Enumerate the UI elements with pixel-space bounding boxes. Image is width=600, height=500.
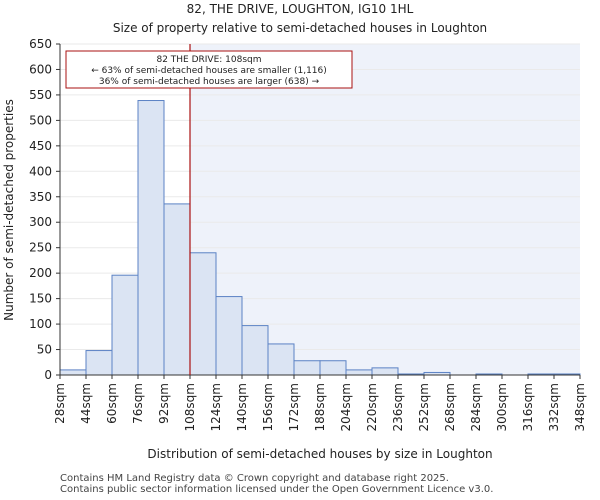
x-tick-label: 44sqm <box>79 383 93 424</box>
annotation-box <box>65 50 353 89</box>
x-tick-label: 76sqm <box>131 383 145 424</box>
y-tick-label: 200 <box>29 266 52 280</box>
x-tick-label: 252sqm <box>417 383 431 431</box>
y-tick-label: 0 <box>44 368 52 382</box>
x-axis-label: Distribution of semi-detached houses by … <box>147 447 492 461</box>
y-tick-label: 350 <box>29 190 52 204</box>
histogram-bar <box>293 360 321 376</box>
chart-title: 82, THE DRIVE, LOUGHTON, IG10 1HL <box>187 2 414 16</box>
x-tick-label: 316sqm <box>521 383 535 431</box>
y-tick-label: 450 <box>29 139 52 153</box>
histogram-bar <box>267 343 295 376</box>
x-tick-label: 92sqm <box>157 383 171 424</box>
histogram-bar <box>111 274 139 376</box>
x-tick-label: 204sqm <box>339 383 353 431</box>
histogram-chart: 82, THE DRIVE, LOUGHTON, IG10 1HL Size o… <box>2 2 587 461</box>
x-tick-label: 236sqm <box>391 383 405 431</box>
x-tick-label: 124sqm <box>209 383 223 431</box>
y-tick-label: 650 <box>29 37 52 51</box>
y-tick-label: 100 <box>29 317 52 331</box>
y-tick-label: 600 <box>29 62 52 76</box>
histogram-bar <box>189 252 217 376</box>
histogram-bar <box>137 100 165 376</box>
x-tick-label: 220sqm <box>365 383 379 431</box>
histogram-bar <box>241 325 269 376</box>
y-tick-label: 500 <box>29 113 52 127</box>
x-tick-label: 108sqm <box>183 383 197 431</box>
histogram-bar <box>319 360 347 376</box>
histogram-bar <box>163 203 191 376</box>
y-tick-label: 50 <box>37 343 52 357</box>
annotation-line-2: ← 63% of semi-detached houses are smalle… <box>91 66 327 76</box>
x-tick-label: 300sqm <box>495 383 509 431</box>
histogram-bar <box>345 369 373 376</box>
x-tick-label: 348sqm <box>573 383 587 431</box>
x-tick-label: 156sqm <box>261 383 275 431</box>
x-tick-label: 188sqm <box>313 383 327 431</box>
chart-subtitle: Size of property relative to semi-detach… <box>113 21 487 35</box>
attribution-line-1: Contains HM Land Registry data © Crown c… <box>60 473 449 484</box>
x-tick-label: 284sqm <box>469 383 483 431</box>
x-tick-label: 172sqm <box>287 383 301 431</box>
y-tick-label: 300 <box>29 215 52 229</box>
attribution: Contains HM Land Registry data © Crown c… <box>60 473 493 495</box>
histogram-bar <box>85 350 113 376</box>
annotation-line-1: 82 THE DRIVE: 108sqm <box>156 55 261 65</box>
histogram-bar <box>371 367 399 376</box>
annotation-line-3: 36% of semi-detached houses are larger (… <box>99 77 320 87</box>
y-tick-label: 550 <box>29 88 52 102</box>
larger-region-highlight <box>190 44 580 375</box>
y-tick-label: 400 <box>29 164 52 178</box>
x-tick-label: 268sqm <box>443 383 457 431</box>
x-tick-label: 140sqm <box>235 383 249 431</box>
y-tick-label: 250 <box>29 241 52 255</box>
y-tick-label: 150 <box>29 292 52 306</box>
x-tick-label: 60sqm <box>105 383 119 424</box>
x-tick-label: 28sqm <box>53 383 67 424</box>
histogram-bar <box>215 296 243 376</box>
y-axis-label: Number of semi-detached properties <box>2 99 16 321</box>
histogram-bar <box>59 369 87 376</box>
x-tick-label: 332sqm <box>547 383 561 431</box>
attribution-line-2: Contains public sector information licen… <box>60 484 494 495</box>
